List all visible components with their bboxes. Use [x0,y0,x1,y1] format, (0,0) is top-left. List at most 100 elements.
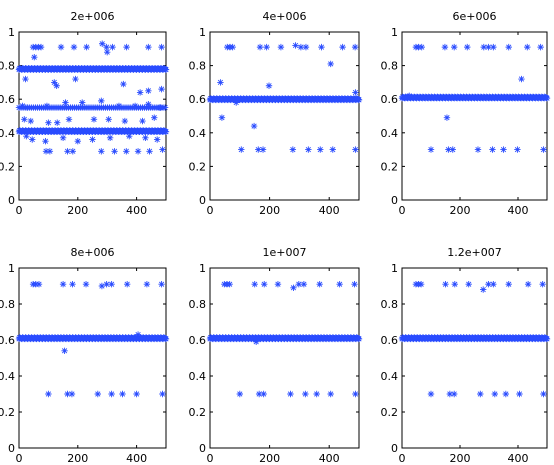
data-point [79,99,86,106]
data-point [464,43,471,51]
data-point [115,102,123,110]
x-tick-label: 400 [508,204,529,217]
y-tick-label: 1 [8,26,15,39]
y-tick-label: 0 [199,194,206,207]
data-point [485,43,492,51]
data-point [417,281,425,288]
data-point [54,119,61,126]
data-point [106,134,114,142]
data-point [289,146,297,153]
data-point [159,390,166,398]
data-point [226,281,233,288]
band-marker [161,104,169,111]
data-point [524,281,532,288]
y-tick-label: 0.4 [381,370,399,383]
y-tick-label: 0.6 [0,334,15,347]
data-point [133,390,140,398]
y-tick-label: 0.2 [381,160,399,173]
data-point [302,43,310,51]
data-point [514,146,521,153]
y-tick-label: 0.2 [189,406,207,419]
data-point [70,43,78,51]
data-point [260,390,267,398]
data-point [451,43,458,51]
data-point [158,281,165,288]
data-point [277,43,285,51]
y-tick-label: 1 [199,26,206,39]
y-tick-label: 0 [391,194,398,207]
y-tick-label: 0.4 [0,370,15,383]
data-point [111,148,118,155]
data-point [318,43,325,51]
y-tick-label: 0 [8,194,15,207]
data-point [490,43,497,51]
data-point [72,75,79,83]
data-point [490,281,497,288]
y-tick-label: 0.6 [189,334,207,347]
data-point [68,390,76,398]
data-point [139,117,146,125]
x-tick-label: 0 [399,452,406,465]
data-point [42,138,49,145]
data-point [27,117,34,125]
data-point [339,43,346,51]
y-tick-label: 0.8 [0,60,15,73]
data-point [143,281,151,288]
data-point [131,102,139,110]
data-point [108,390,115,398]
y-tick-label: 0.6 [0,93,15,106]
y-tick-label: 0.2 [0,160,15,173]
data-point [82,281,90,288]
x-tick-label: 0 [399,204,406,217]
data-point [352,146,359,153]
x-tick-label: 200 [67,204,88,217]
data-point [480,286,487,293]
data-point [261,281,268,288]
data-point [474,146,482,153]
band-marker [543,94,551,102]
axes-frame [209,31,360,201]
data-point [445,146,452,153]
data-point [451,281,458,288]
axes-frame [401,267,548,449]
y-tick-label: 0 [8,442,15,455]
data-point [406,92,413,100]
x-tick-label: 0 [16,452,23,465]
data-point [446,390,454,398]
data-point [427,146,435,153]
data-point [31,54,38,61]
data-point [23,132,30,140]
y-tick-label: 0 [391,442,398,455]
subplot-title: 1.2e+007 [447,246,501,259]
data-point [59,134,67,142]
data-point [316,281,323,288]
data-point [156,104,164,111]
band-marker [162,335,170,343]
data-point [108,281,115,288]
data-point [255,146,262,153]
data-point [449,146,456,153]
data-point [489,146,496,153]
y-tick-label: 0.2 [189,160,207,173]
data-point [287,390,294,398]
data-point [218,114,226,121]
data-point [45,390,52,398]
axes-frame [18,31,167,201]
data-point [98,282,106,290]
data-point [126,132,133,140]
data-point [51,79,58,86]
subplot-6: 1.2e+007 0 0.2 0.4 0.6 0.8 1 0 200 400 [381,246,551,465]
data-point [43,102,51,110]
data-point [505,281,512,288]
data-point [24,104,31,111]
data-point [42,148,50,155]
data-point [158,43,165,51]
y-tick-label: 0.8 [189,298,207,311]
data-point [251,281,258,288]
data-point [465,281,472,288]
data-point [443,114,451,121]
data-point [351,43,359,51]
data-point [145,101,152,108]
data-point [336,281,343,288]
